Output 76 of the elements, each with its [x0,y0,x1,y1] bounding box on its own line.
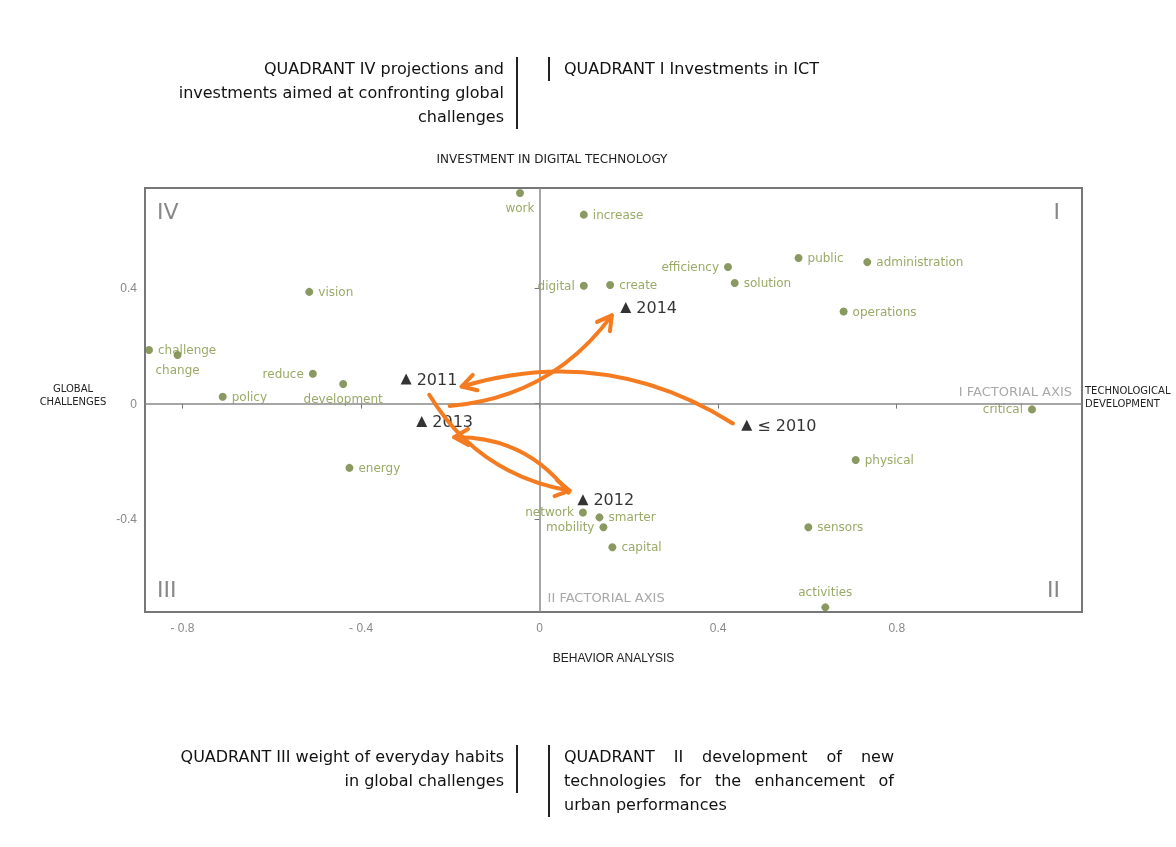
text: QUADRANT I Investments in ICT [548,57,894,81]
y-axis-title: GLOBAL CHALLENGES [38,381,108,408]
x-tick-label: 0.4 [709,621,727,635]
x-tick-label: - 0.8 [170,621,195,635]
point [579,281,588,290]
point [308,369,317,378]
point [606,280,615,289]
annotation: vision [318,284,354,299]
y-tick-label: 0.4 [120,280,138,295]
point [608,543,617,552]
point [578,508,587,517]
point [339,379,348,388]
x-axis-title: BEHAVIOR ANALYSIS [552,651,675,665]
annotation: sensors [817,520,864,535]
text: QUADRANT IV projections and investments aimed at confronting global challenges [174,57,518,129]
text: QUADRANT II development of new technologies for the enhancement of urban performances [548,745,894,817]
annotation: change [155,363,200,377]
annotation: increase [592,207,644,222]
point [839,307,848,316]
annotation: 2012 [593,490,635,510]
annotation: activities [798,585,853,600]
annotation: work [505,200,535,215]
annotation: development [303,391,384,406]
point [794,254,803,263]
annotation: 2011 [416,369,458,389]
point [741,419,753,431]
point [579,210,588,219]
annotation: mobility [545,520,595,535]
text: QUADRANT III weight of everyday habits in global challenges [174,745,518,793]
y-tick-label: -0.4 [116,512,138,527]
x-tick-label: 0 [536,621,544,635]
annotation: IV [157,198,179,224]
ref-line-label: I FACTORIAL AXIS [958,383,1072,399]
chart-title: INVESTMENT IN DIGITAL TECHNOLOGY [436,152,669,166]
annotation: public [807,251,844,266]
point [863,258,872,267]
point [851,456,860,465]
point [821,603,830,612]
ref-line-label: II FACTORIAL AXIS [547,590,665,605]
point [730,278,739,287]
annotation: II [1047,576,1060,602]
annotation: reduce [262,366,304,381]
point [218,392,227,401]
point [400,373,412,385]
annotation: solution [743,275,792,290]
annotation: efficiency [661,260,719,275]
annotation: operations [852,304,917,319]
annotation: critical [982,402,1023,417]
point [599,523,608,532]
y-tick-label: 0 [130,396,138,411]
annotation: I [1053,198,1060,224]
annotation: create [619,277,658,292]
annotation: ≤ 2010 [757,415,817,435]
annotation: policy [231,389,267,404]
annotation: capital [621,540,662,555]
point [620,302,632,314]
point [145,346,154,355]
annotation: energy [358,460,401,475]
x-tick-label: 0.8 [888,621,906,635]
point [724,263,732,272]
point [595,513,604,522]
point [345,463,354,472]
annotation: challenge [158,343,217,358]
annotation: III [157,576,177,602]
point [416,416,428,428]
point [515,188,524,197]
x-tick-label: - 0.4 [349,621,374,635]
point [305,287,314,296]
point [1028,405,1036,414]
point [804,523,813,532]
annotation: administration [876,255,964,270]
annotation: physical [864,453,914,468]
annotation: 2014 [636,298,677,318]
text: TECHNOLOGICAL DEVELOPMENT [1085,383,1171,410]
annotation: smarter [608,510,656,525]
point [577,494,589,506]
